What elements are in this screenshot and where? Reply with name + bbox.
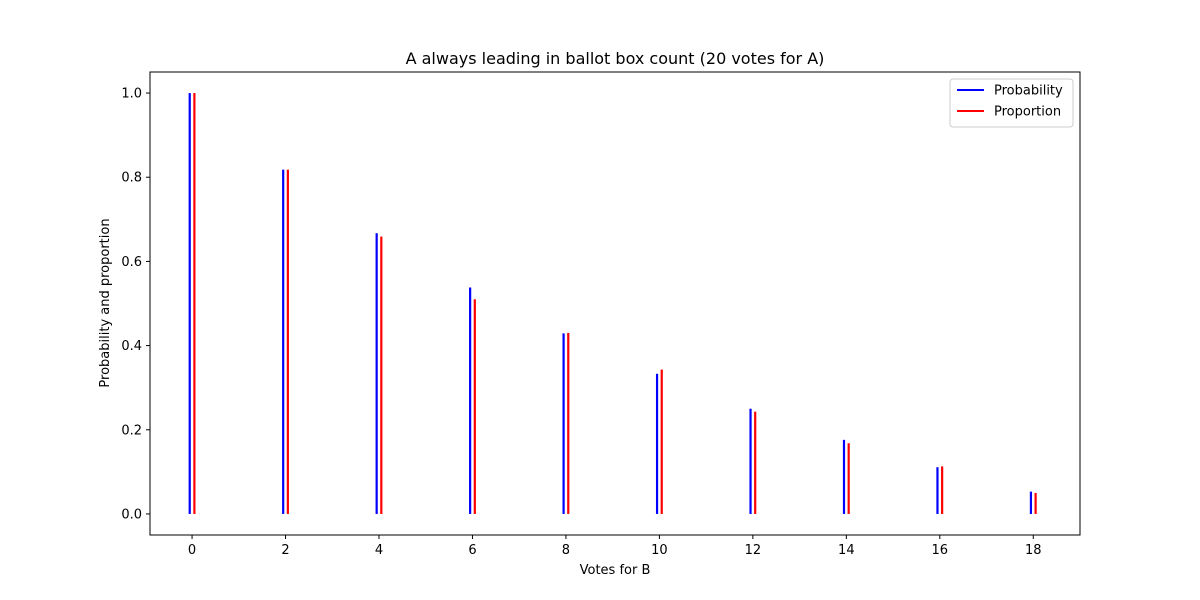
bar-proportion-8 [567, 332, 570, 514]
chart-title: A always leading in ballot box count (20… [406, 49, 825, 68]
bar-proportion-12 [754, 411, 757, 514]
plot-area: 0 2 4 6 8 10 12 14 16 18 0.0 0.2 0.4 0.6 0.8 1.0 Probabi… [121, 71, 1081, 558]
bar-probability-6 [469, 287, 472, 514]
bar-probability-18 [1029, 491, 1033, 514]
bar-proportion-18 [1034, 492, 1037, 514]
y-tick-label-0.6: 0.6 [121, 255, 142, 270]
x-tick-label-12: 12 [745, 543, 762, 558]
axes-frame [149, 71, 1081, 536]
x-tick-label-10: 10 [651, 543, 668, 558]
y-axis-label: Probability and proportion [98, 218, 113, 387]
x-tick-label-0: 0 [188, 543, 196, 558]
bar-probability-0 [188, 93, 191, 514]
bar-probability-2 [282, 169, 285, 514]
bar-probability-14 [842, 439, 846, 514]
bar-proportion-4 [380, 236, 383, 514]
x-tick-label-18: 18 [1025, 543, 1042, 558]
y-tick-label-0.8: 0.8 [121, 171, 142, 186]
bar-proportion-10 [660, 369, 663, 514]
bar-proportion-16 [941, 466, 944, 514]
bar-probability-10 [655, 373, 659, 514]
bar-proportion-6 [473, 299, 476, 514]
bar-probability-4 [375, 233, 378, 514]
y-tick-label-0.4: 0.4 [121, 339, 142, 354]
x-axis-label: Votes for B [580, 563, 651, 578]
legend-label-proportion: Proportion [994, 105, 1061, 120]
bar-proportion-14 [847, 443, 850, 514]
bar-probability-16 [936, 467, 939, 514]
y-tick-label-0.0: 0.0 [121, 507, 142, 522]
y-tick-label-0.2: 0.2 [121, 423, 142, 438]
x-tick-label-14: 14 [838, 543, 855, 558]
bar-proportion-2 [286, 169, 289, 514]
x-tick-label-16: 16 [932, 543, 949, 558]
bar-probability-8 [562, 333, 565, 514]
x-tick-label-6: 6 [468, 543, 476, 558]
x-tick-label-2: 2 [281, 543, 289, 558]
legend-label-probability: Probability [994, 84, 1063, 99]
bar-probability-12 [749, 408, 752, 514]
bar-proportion-0 [193, 93, 196, 514]
legend: Probability Proportion [949, 78, 1074, 128]
x-tick-label-8: 8 [562, 543, 570, 558]
y-tick-label-1.0: 1.0 [121, 87, 142, 102]
x-tick-label-4: 4 [375, 543, 383, 558]
